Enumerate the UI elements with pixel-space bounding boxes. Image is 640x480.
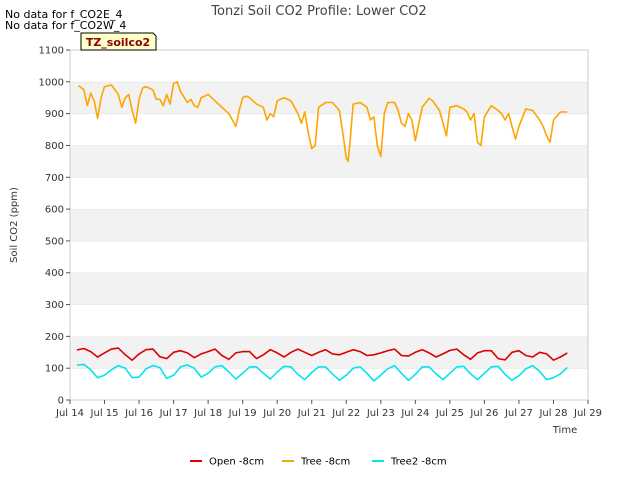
x-tick-label: Jul 26 bbox=[469, 408, 498, 419]
grid-band bbox=[70, 177, 588, 210]
y-tick-label: 0 bbox=[58, 396, 64, 407]
y-tick-label: 300 bbox=[45, 300, 64, 311]
x-tick-label: Jul 21 bbox=[297, 408, 326, 419]
x-tick-label: Jul 15 bbox=[90, 408, 119, 419]
x-tick-label: Jul 14 bbox=[55, 408, 84, 419]
badge-label: TZ_soilco2 bbox=[86, 36, 150, 49]
x-tick-label: Jul 19 bbox=[228, 408, 257, 419]
x-tick-label: Jul 24 bbox=[400, 408, 429, 419]
grid-band bbox=[70, 368, 588, 400]
y-tick-label: 800 bbox=[45, 141, 64, 152]
y-tick-label: 1100 bbox=[39, 46, 64, 57]
legend: Open -8cm Tree -8cm Tree2 -8cm bbox=[190, 457, 447, 468]
grid-band bbox=[70, 50, 588, 82]
y-tick-label: 1000 bbox=[39, 77, 64, 88]
grid-band bbox=[70, 272, 588, 305]
y-tick-label: 400 bbox=[45, 268, 64, 279]
x-axis-title: Time bbox=[552, 425, 577, 436]
no-data-note-co2w: No data for f_CO2W_4 bbox=[5, 19, 127, 32]
grid-bands bbox=[70, 49, 588, 400]
x-tick-label: Jul 29 bbox=[573, 408, 602, 419]
grid-band bbox=[70, 113, 588, 146]
legend-label: Tree -8cm bbox=[300, 457, 350, 468]
x-tick-label: Jul 23 bbox=[366, 408, 395, 419]
grid-band bbox=[70, 240, 588, 273]
no-data-note-co2e: No data for f_CO2E_4 bbox=[5, 8, 123, 21]
y-tick-label: 900 bbox=[45, 109, 64, 120]
x-tick-label: Jul 27 bbox=[504, 408, 533, 419]
series-line-tree2-8cm bbox=[76, 363, 568, 382]
series-line-open-8cm bbox=[76, 347, 568, 362]
y-tick-label: 600 bbox=[45, 205, 64, 216]
x-axis: Jul 14 Jul 15 Jul 16 Jul 17 Jul 18 Jul 19 Jul … bbox=[55, 400, 602, 419]
x-tick-label: Jul 16 bbox=[124, 408, 153, 419]
series-line-tree-8cm bbox=[78, 81, 568, 163]
plot-area-frame bbox=[69, 49, 589, 401]
chart-title: Tonzi Soil CO2 Profile: Lower CO2 bbox=[210, 4, 426, 19]
x-tick-label: Jul 25 bbox=[435, 408, 464, 419]
badge: TZ_soilco2 bbox=[80, 32, 157, 51]
x-tick-label: Jul 18 bbox=[193, 408, 222, 419]
x-tick-label: Jul 28 bbox=[538, 408, 567, 419]
x-tick-label: Jul 22 bbox=[331, 408, 360, 419]
y-tick-label: 200 bbox=[45, 332, 64, 343]
series-lines bbox=[76, 81, 568, 382]
legend-label: Open -8cm bbox=[209, 457, 264, 468]
y-axis: 0 100 200 300 400 500 600 700 800 900 1000 1100 bbox=[39, 46, 70, 407]
x-tick-label: Jul 20 bbox=[262, 408, 291, 419]
grid-band bbox=[70, 304, 588, 337]
x-tick-label: Jul 17 bbox=[159, 408, 188, 419]
grid-band bbox=[70, 145, 588, 178]
legend-label: Tree2 -8cm bbox=[390, 457, 447, 468]
y-tick-label: 700 bbox=[45, 173, 64, 184]
y-tick-label: 500 bbox=[45, 236, 64, 247]
y-axis-title: Soil CO2 (ppm) bbox=[9, 187, 20, 263]
y-tick-label: 100 bbox=[45, 364, 64, 375]
grid-band bbox=[70, 209, 588, 241]
